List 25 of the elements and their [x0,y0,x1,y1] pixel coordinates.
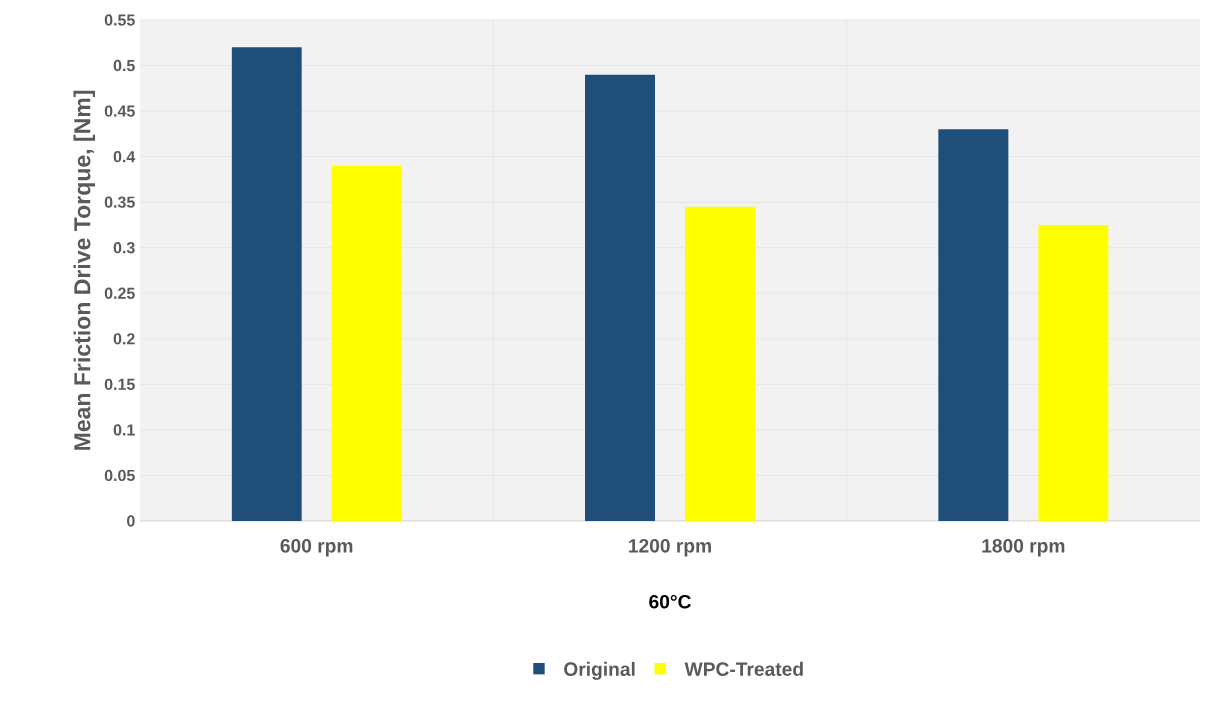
legend-label: WPC-Treated [684,661,803,676]
y-tick-label: 0.05 [104,469,135,482]
y-tick-label: 0.4 [113,150,136,163]
bar [938,129,1009,521]
x-axis-title: 60°C [649,594,691,609]
bar [231,47,302,521]
y-tick-label: 0.15 [104,378,135,391]
y-tick-label: 0 [127,515,135,527]
bar [585,74,656,521]
y-tick-label: 0.35 [104,196,135,208]
legend-label: Original [564,661,635,680]
y-tick-label: 0.25 [104,287,135,299]
x-tick-label: 1800 rpm [982,539,1065,557]
y-tick-label: 0.1 [113,424,135,436]
y-tick-label: 0.45 [104,105,135,117]
y-tick-label: 0.5 [113,59,135,72]
y-axis-title: Mean Friction Drive Torque, [Nm] [73,90,96,450]
bar [331,165,402,521]
y-tick-label: 0.2 [113,333,135,345]
bar [1038,224,1109,521]
bar [685,206,756,521]
x-tick-label: 1200 rpm [629,539,711,557]
y-tick-label: 0.55 [104,14,135,26]
x-tick-label: 600 rpm [280,539,353,557]
y-tick-label: 0.3 [113,242,135,254]
